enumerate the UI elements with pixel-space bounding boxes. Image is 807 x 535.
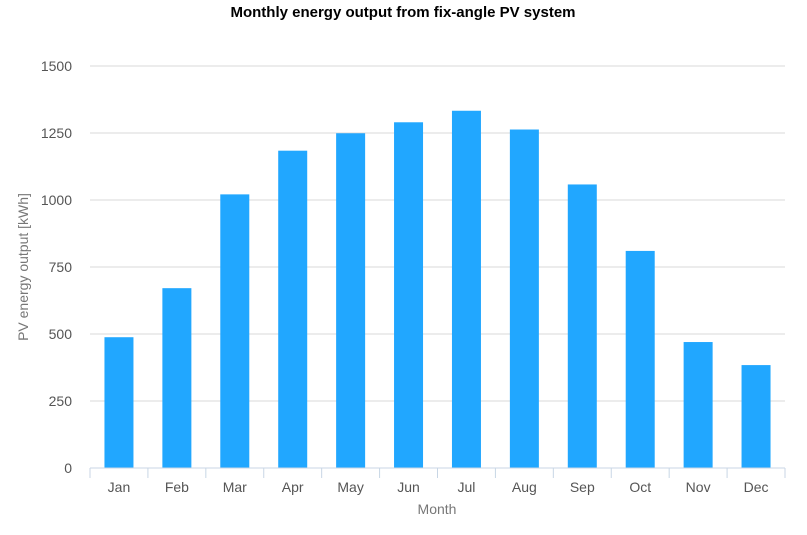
x-tick-label: Jun — [397, 479, 420, 495]
x-tick-label: Apr — [282, 479, 304, 495]
x-axis: Jan Feb Mar Apr May Jun Jul Aug Sep Oct Nov Dec — [89, 467, 786, 495]
x-tick-label: Nov — [686, 479, 711, 495]
bar-jul — [451, 110, 481, 469]
bar-may — [336, 133, 366, 468]
bar-aug — [509, 129, 539, 469]
bar-sep — [567, 184, 597, 468]
y-tick-label: 0 — [64, 460, 72, 476]
bar-feb — [162, 288, 192, 468]
bar-nov — [683, 342, 713, 468]
x-tick-label: Mar — [223, 479, 247, 495]
x-tick-label: Jul — [458, 479, 476, 495]
bars — [104, 110, 771, 469]
x-tick-label: Sep — [570, 479, 595, 495]
bar-apr — [278, 150, 308, 469]
bar-mar — [220, 194, 250, 468]
x-tick-label: Aug — [512, 479, 537, 495]
x-tick-label: Jan — [108, 479, 131, 495]
x-tick-label: Oct — [629, 479, 651, 495]
y-axis-ticks: 0 250 500 750 1000 1250 1500 — [41, 58, 72, 476]
bar-oct — [625, 250, 655, 468]
y-tick-label: 1500 — [41, 58, 72, 74]
y-tick-label: 1000 — [41, 192, 72, 208]
x-axis-title: Month — [418, 501, 457, 517]
y-tick-label: 500 — [49, 326, 73, 342]
x-tick-label: May — [337, 479, 363, 495]
x-tick-label: Dec — [744, 479, 769, 495]
bar-jan — [104, 337, 134, 468]
y-tick-label: 1250 — [41, 125, 72, 141]
chart-title: Monthly energy output from fix-angle PV … — [230, 4, 575, 21]
x-tick-label: Feb — [165, 479, 189, 495]
y-tick-label: 250 — [49, 393, 73, 409]
y-axis-title: PV energy output [kWh] — [15, 193, 31, 341]
bar-jun — [394, 122, 424, 468]
y-tick-label: 750 — [49, 259, 73, 275]
bar-dec — [741, 365, 771, 468]
gridlines — [90, 65, 785, 402]
